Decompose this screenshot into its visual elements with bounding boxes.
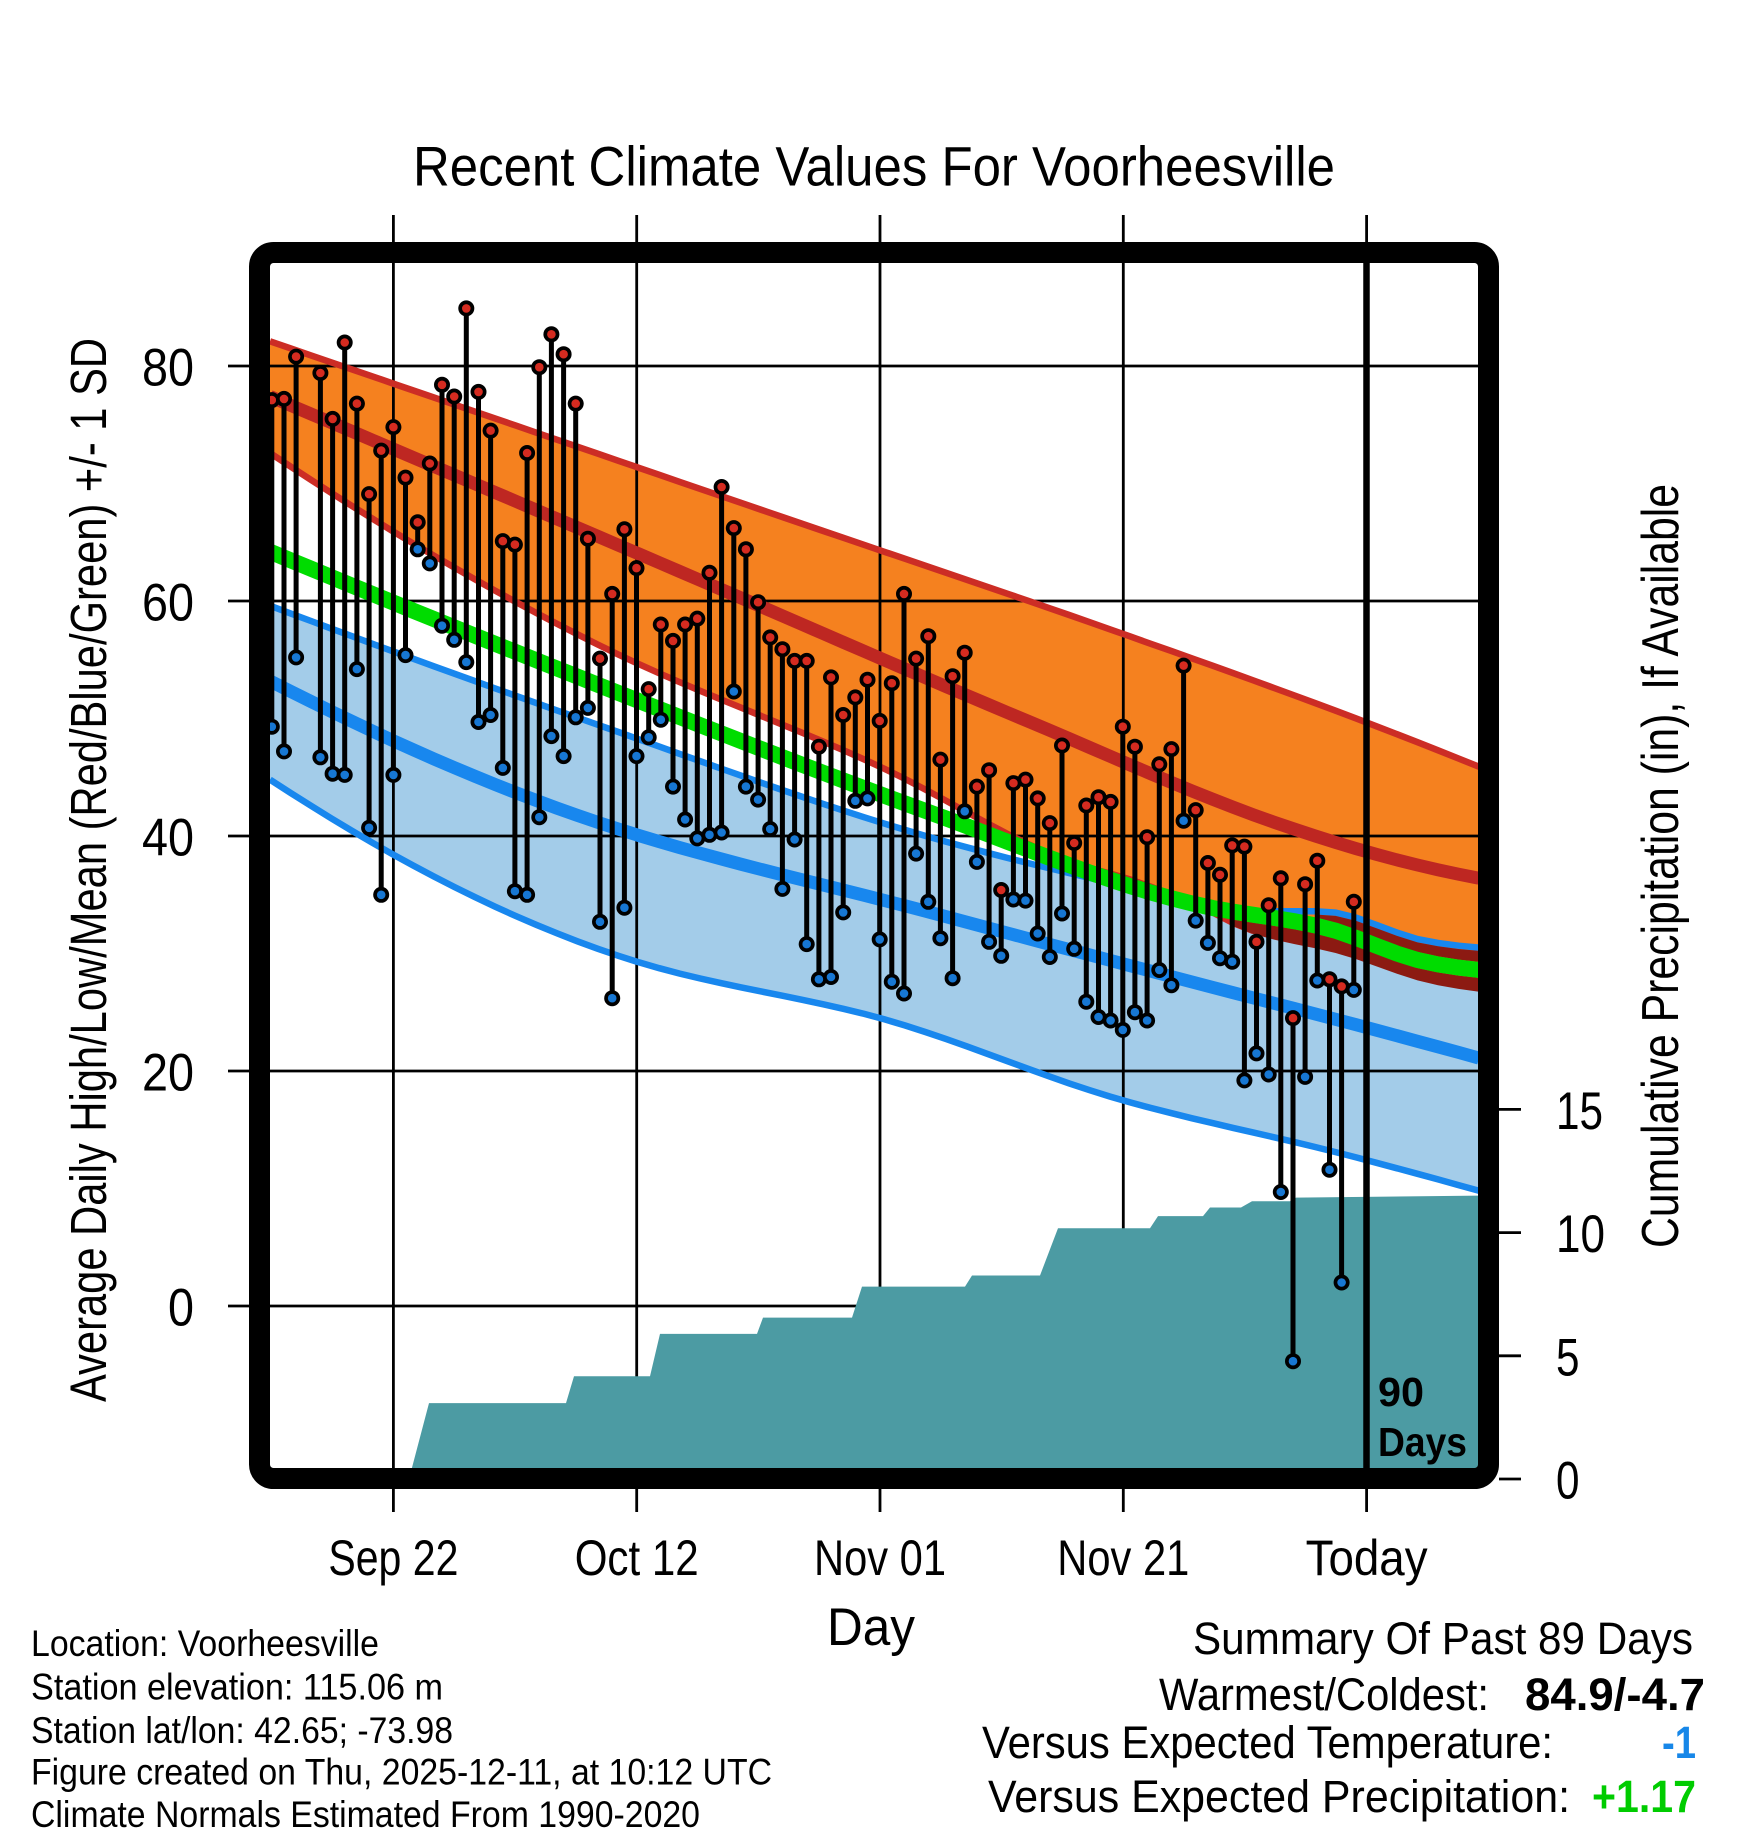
svg-text:Cumulative Precipitation (in),: Cumulative Precipitation (in), If Availa… [1632,484,1690,1248]
svg-text:Climate Normals Estimated From: Climate Normals Estimated From 1990-2020 [31,1793,700,1828]
svg-text:Recent Climate Values For Voor: Recent Climate Values For Voorheesville [413,135,1335,198]
svg-text:Warmest/Coldest:: Warmest/Coldest: [1159,1669,1489,1720]
svg-text:Oct 12: Oct 12 [575,1530,699,1586]
svg-text:Location: Voorheesville: Location: Voorheesville [31,1622,379,1664]
svg-text:84.9/-4.7: 84.9/-4.7 [1525,1669,1705,1720]
svg-text:Average Daily High/Low/Mean (R: Average Daily High/Low/Mean (Red/Blue/Gr… [60,338,117,1402]
svg-text:Station elevation: 115.06 m: Station elevation: 115.06 m [31,1666,443,1708]
svg-text:15: 15 [1556,1082,1603,1141]
svg-text:Station lat/lon: 42.65; -73.98: Station lat/lon: 42.65; -73.98 [31,1709,453,1751]
svg-text:0: 0 [168,1279,194,1338]
svg-text:10: 10 [1556,1205,1605,1264]
svg-text:5: 5 [1556,1328,1580,1387]
svg-text:Nov 21: Nov 21 [1057,1530,1189,1586]
svg-text:Days: Days [1378,1419,1467,1465]
svg-text:Day: Day [827,1598,915,1657]
svg-text:20: 20 [142,1044,194,1103]
svg-text:Sep 22: Sep 22 [328,1530,458,1586]
svg-text:Versus Expected Temperature:: Versus Expected Temperature: [982,1717,1553,1768]
svg-text:+1.17: +1.17 [1592,1771,1696,1822]
svg-text:60: 60 [142,574,194,633]
svg-text:90: 90 [1378,1369,1424,1415]
svg-text:Summary Of Past 89 Days: Summary Of Past 89 Days [1193,1613,1693,1664]
svg-text:Versus Expected Precipitation:: Versus Expected Precipitation: [988,1771,1570,1822]
svg-text:40: 40 [142,809,194,868]
svg-text:80: 80 [142,339,194,398]
svg-text:-1: -1 [1662,1717,1696,1768]
svg-text:Figure created on Thu, 2025-12: Figure created on Thu, 2025-12-11, at 10… [31,1751,772,1793]
svg-text:0: 0 [1556,1452,1580,1511]
svg-text:Nov 01: Nov 01 [814,1530,946,1586]
svg-text:Today: Today [1306,1530,1428,1586]
